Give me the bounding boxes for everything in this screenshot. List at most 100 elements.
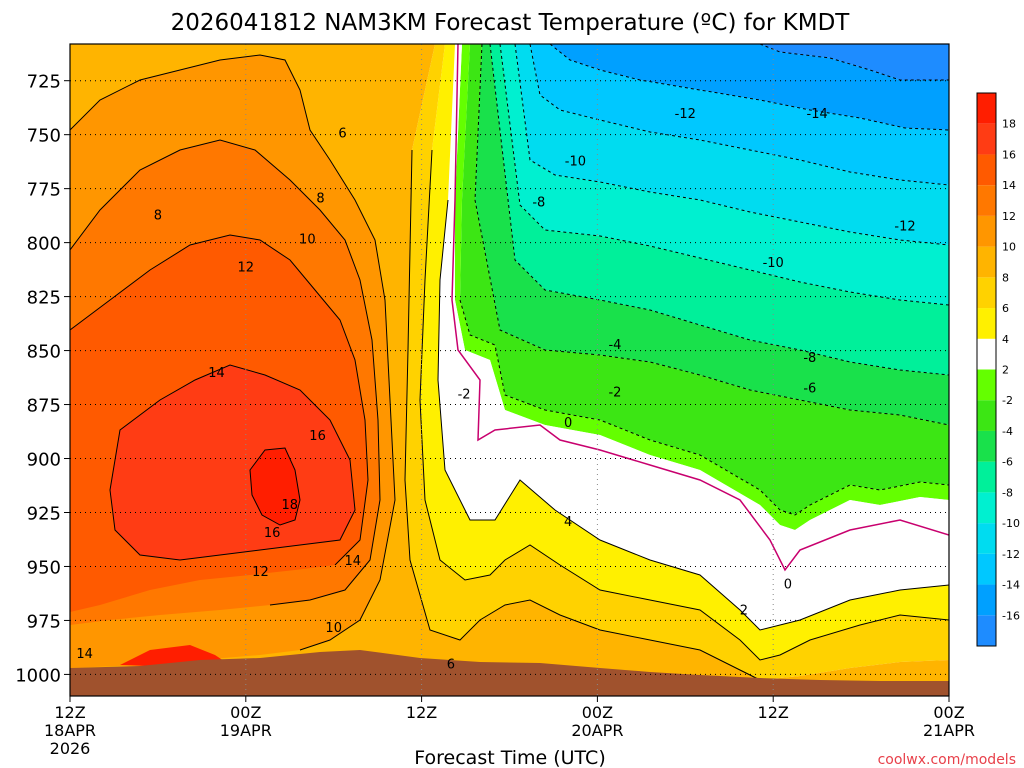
- colorbar-swatch: [977, 584, 996, 616]
- colorbar-label: -10: [1002, 517, 1020, 530]
- colorbar-swatch: [977, 215, 996, 247]
- contour-label: 0: [784, 578, 792, 593]
- colorbar-swatch: [977, 553, 996, 585]
- contour-label: 6: [338, 127, 346, 142]
- y-tick-label: 875: [27, 396, 61, 417]
- colorbar-label: -8: [1002, 486, 1013, 499]
- colorbar-label: -12: [1002, 548, 1020, 561]
- contour-label: 8: [154, 209, 162, 224]
- colorbar-label: 4: [1002, 333, 1009, 346]
- chart-title: 2026041812 NAM3KM Forecast Temperature (…: [171, 10, 851, 36]
- colorbar-swatch: [977, 185, 996, 216]
- x-tick-label: 00Z: [230, 703, 261, 722]
- colorbar-swatch: [977, 430, 996, 462]
- x-tick-label: 2026: [50, 739, 91, 758]
- x-tick-label: 19APR: [220, 721, 272, 740]
- x-axis-title: Forecast Time (UTC): [414, 747, 605, 768]
- ground-terrain: [70, 650, 949, 696]
- band-16-to-18: [250, 448, 300, 525]
- colorbar-label: 16: [1002, 148, 1016, 161]
- contour-label: 12: [252, 565, 269, 580]
- band-minus2: [460, 44, 949, 515]
- colorbar-swatch: [977, 93, 996, 124]
- y-tick-label: 850: [27, 342, 61, 363]
- contour-label: -2: [608, 386, 621, 401]
- contour-label: 10: [325, 621, 342, 636]
- contour-label: -12: [675, 107, 696, 122]
- colorbar-swatch: [977, 369, 996, 401]
- contour-label: -10: [763, 256, 784, 271]
- colorbar-swatch: [977, 123, 996, 155]
- x-tick-label: 21APR: [923, 721, 975, 740]
- contour-label: 0: [564, 416, 572, 431]
- colorbar-swatch: [977, 154, 996, 186]
- y-tick-label: 800: [27, 234, 61, 255]
- contour-label: -10: [565, 155, 586, 170]
- band-2-to-4: [420, 44, 949, 660]
- colorbar-label: 14: [1002, 179, 1016, 192]
- colorbar-swatch: [977, 246, 996, 278]
- colorbar-label: 10: [1002, 241, 1016, 254]
- y-tick-label: 950: [27, 557, 61, 578]
- contour-labels: 868101214161816141210146-20-2-4420-10-8-…: [76, 107, 915, 673]
- y-tick-label: 775: [27, 180, 61, 201]
- plot-frame: [69, 43, 950, 697]
- colorbar-label: 18: [1002, 118, 1016, 131]
- x-tick-label: 12Z: [758, 703, 789, 722]
- x-tick-label: 20APR: [571, 721, 623, 740]
- colorbar-frame: [976, 92, 997, 647]
- x-tick-label: 12Z: [406, 703, 437, 722]
- band-minus12: [530, 44, 949, 185]
- colorbar: 18 16 14 12 10 8 6 4 2 -2 -4 -6 -8 -10 -12 -14 -16: [976, 92, 1020, 647]
- band-minus6: [490, 44, 949, 375]
- plot-area: 868101214161816141210146-20-2-4420-10-8-…: [70, 44, 949, 696]
- y-tick-label: 825: [27, 288, 61, 309]
- grid-lines: [70, 44, 949, 696]
- contour-label: -8: [803, 351, 816, 366]
- band-minus10: [515, 44, 949, 245]
- colorbar-label: 12: [1002, 210, 1016, 223]
- colorbar-label: -6: [1002, 456, 1013, 469]
- contour-label: -2: [458, 388, 471, 403]
- x-tick-label: 18APR: [44, 721, 96, 740]
- cold-contour-lines: [459, 44, 949, 516]
- contour-label: 2: [740, 604, 748, 619]
- colorbar-label: -14: [1002, 579, 1020, 592]
- band-minus4: [475, 44, 949, 425]
- colorbar-label: 6: [1002, 302, 1009, 315]
- contour-label: 16: [264, 526, 281, 541]
- colorbar-label: 2: [1002, 364, 1009, 377]
- colorbar-swatch: [977, 492, 996, 524]
- freezing-line: [451, 44, 949, 572]
- contour-label: 12: [238, 260, 255, 275]
- y-tick-label: 1000: [15, 665, 61, 686]
- contour-label: 8: [316, 191, 324, 206]
- contour-label: -4: [608, 338, 621, 353]
- band-minus8: [500, 44, 949, 305]
- band-0-to-2: [438, 44, 949, 630]
- x-tick-label: 00Z: [933, 703, 964, 722]
- colorbar-swatch: [977, 338, 996, 370]
- contour-label: 4: [564, 515, 572, 530]
- contour-label: -12: [894, 219, 915, 234]
- colorbar-label: 8: [1002, 271, 1009, 284]
- colorbar-swatch: [977, 461, 996, 493]
- x-tick-label: 00Z: [582, 703, 613, 722]
- colorbar-label: -4: [1002, 425, 1013, 438]
- contour-label: 14: [76, 647, 93, 662]
- contour-label: 6: [447, 658, 455, 673]
- contour-label: 18: [281, 498, 298, 513]
- y-tick-label: 925: [27, 503, 61, 524]
- colorbar-label: -16: [1002, 609, 1020, 622]
- band-minus14: [550, 44, 949, 130]
- warm-contour-lines: [70, 54, 949, 681]
- band-below-minus16: [760, 44, 949, 80]
- contour-label: -8: [532, 196, 545, 211]
- y-tick-label: 900: [27, 450, 61, 471]
- y-tick-label: 750: [27, 126, 61, 147]
- y-tick-label: 975: [27, 611, 61, 632]
- colorbar-swatch: [977, 277, 996, 309]
- contour-label: 10: [299, 232, 316, 247]
